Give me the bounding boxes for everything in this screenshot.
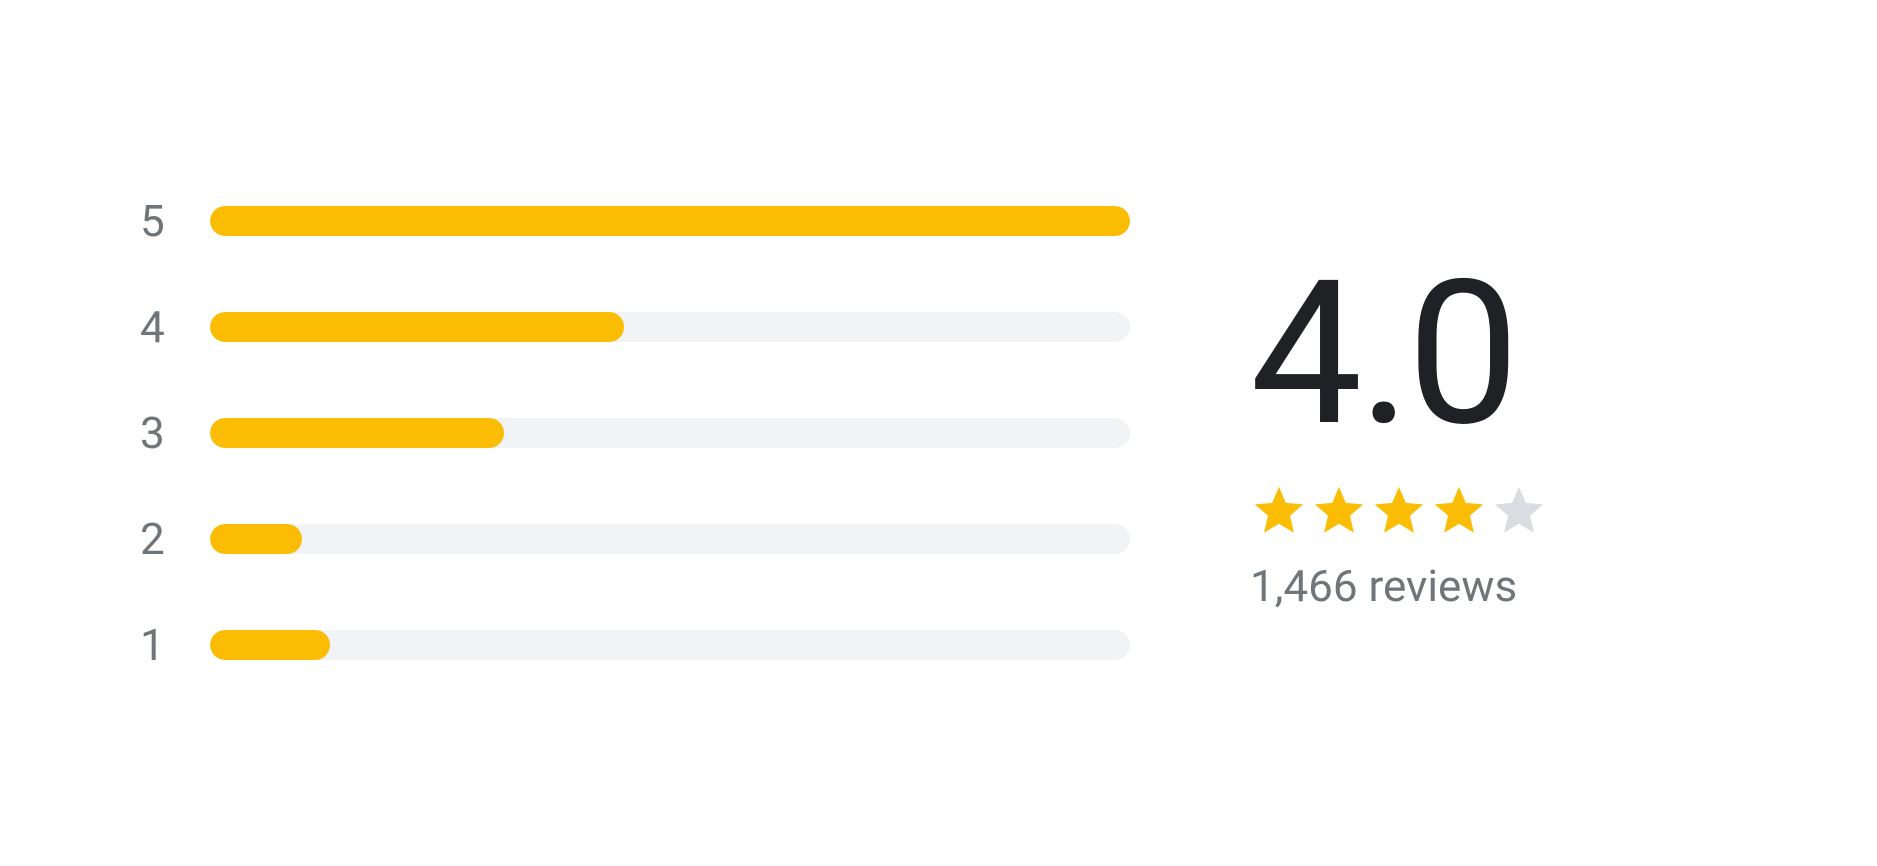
rating-bar-track	[210, 418, 1130, 448]
stars-row	[1250, 482, 1548, 540]
star-icon	[1430, 482, 1488, 540]
rating-bar-fill	[210, 206, 1130, 236]
rating-summary-container: 5 4 3 2 1	[140, 195, 1548, 671]
rating-bar-fill	[210, 524, 302, 554]
review-count-text: 1,466 reviews	[1250, 560, 1517, 612]
rating-bar-row-4: 4	[140, 301, 1130, 353]
rating-bar-label: 4	[140, 301, 170, 353]
rating-bar-fill	[210, 630, 330, 660]
average-rating-value: 4.0	[1250, 254, 1516, 454]
rating-bar-track	[210, 630, 1130, 660]
rating-bar-label: 5	[140, 195, 170, 247]
rating-bar-track	[210, 312, 1130, 342]
rating-bar-label: 2	[140, 513, 170, 565]
rating-bar-fill	[210, 418, 504, 448]
star-icon	[1310, 482, 1368, 540]
rating-bar-track	[210, 206, 1130, 236]
rating-bar-label: 3	[140, 407, 170, 459]
star-icon	[1250, 482, 1308, 540]
rating-bar-label: 1	[140, 619, 170, 671]
rating-summary-section: 4.0 1,466 reviews	[1250, 254, 1548, 612]
rating-bar-track	[210, 524, 1130, 554]
star-icon	[1370, 482, 1428, 540]
rating-bar-row-1: 1	[140, 619, 1130, 671]
rating-bar-fill	[210, 312, 624, 342]
rating-bar-row-3: 3	[140, 407, 1130, 459]
rating-bar-row-5: 5	[140, 195, 1130, 247]
rating-bar-row-2: 2	[140, 513, 1130, 565]
star-icon	[1490, 482, 1548, 540]
rating-bars-section: 5 4 3 2 1	[140, 195, 1130, 671]
